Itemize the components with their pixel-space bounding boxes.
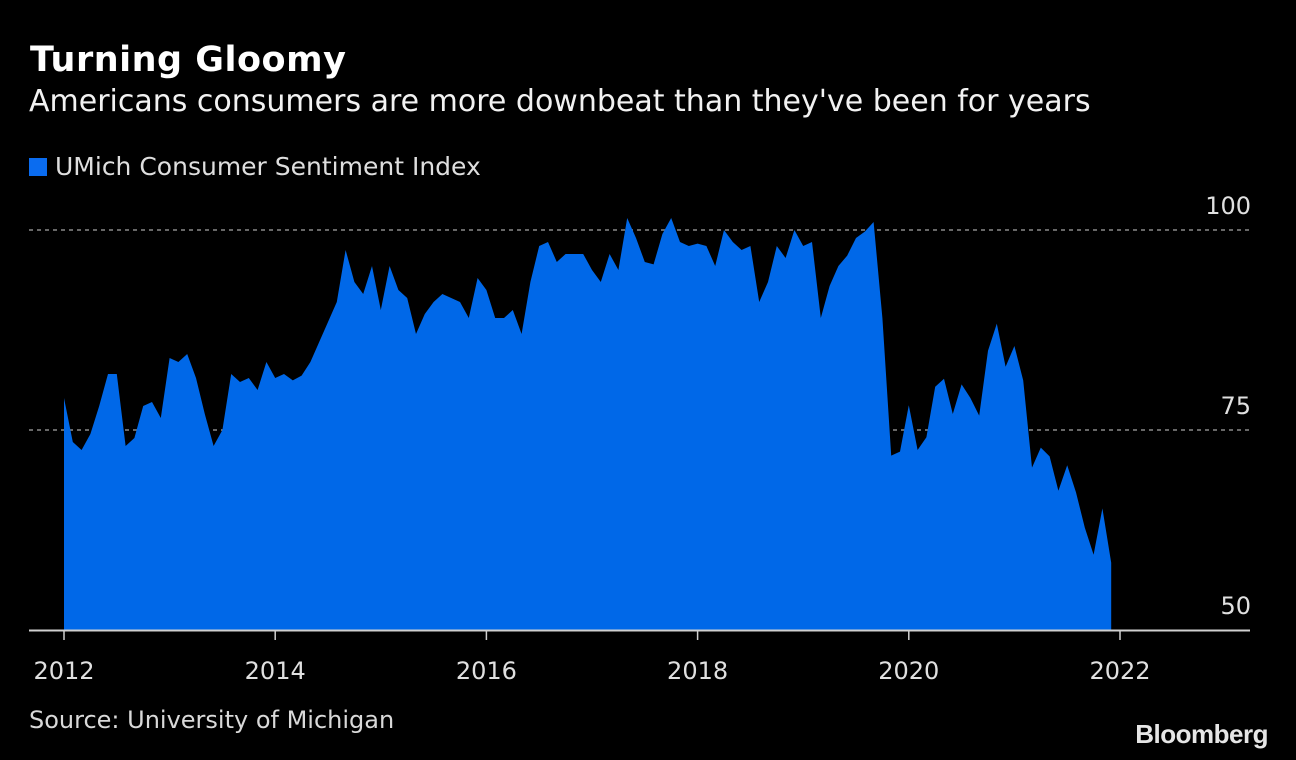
sentiment-area [64,218,1112,630]
y-tick-label: 75 [1220,392,1251,420]
legend: UMich Consumer Sentiment Index [29,152,481,181]
bloomberg-logo: Bloomberg [1135,719,1268,749]
x-tick-label: 2012 [33,657,94,685]
y-axis: 50 75 100 [1205,192,1251,620]
legend-label: UMich Consumer Sentiment Index [55,152,481,181]
x-tick-labels: 2012 2014 2016 2018 2020 2022 [33,657,1150,685]
x-tick-label: 2014 [245,657,306,685]
x-axis [29,629,1250,640]
chart-title: Turning Gloomy [30,40,347,80]
y-tick-label: 50 [1220,592,1251,620]
series-layer [64,218,1112,630]
x-tick-label: 2022 [1089,657,1150,685]
y-tick-label: 100 [1205,192,1251,220]
x-tick-label: 2018 [667,657,728,685]
legend-swatch [29,157,47,176]
source-note: Source: University of Michigan [29,706,395,734]
chart-subtitle: Americans consumers are more downbeat th… [29,84,1091,119]
x-tick-label: 2016 [456,657,517,685]
x-tick-label: 2020 [878,657,939,685]
